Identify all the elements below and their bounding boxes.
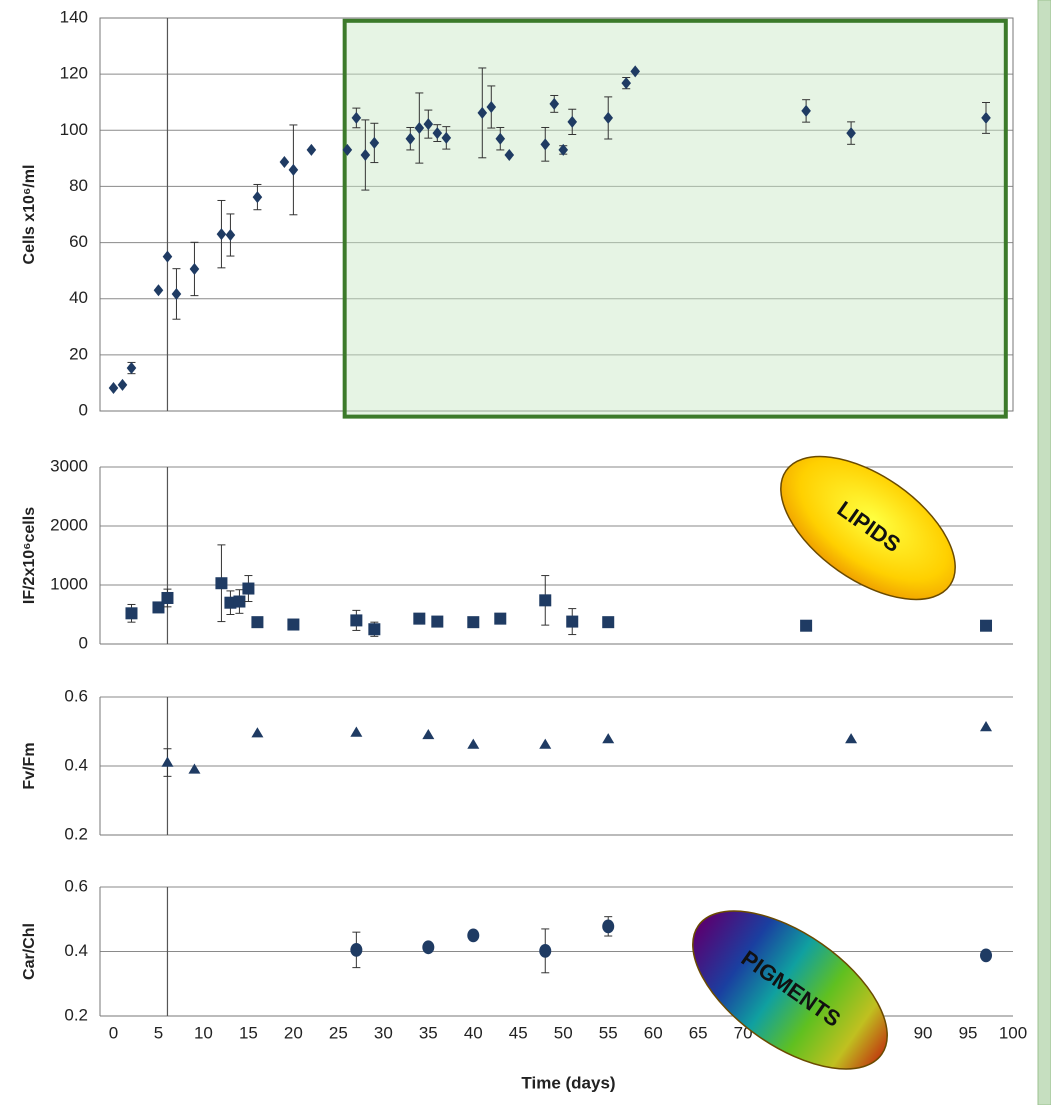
square-marker (494, 613, 506, 625)
square-marker (368, 623, 380, 635)
circle-marker (980, 948, 992, 962)
x-tick-label: 20 (284, 1023, 303, 1042)
triangle-marker (467, 739, 479, 749)
y-tick-label: 60 (69, 232, 88, 251)
square-marker (980, 620, 992, 632)
diamond-marker (226, 229, 236, 241)
x-tick-label: 35 (419, 1023, 438, 1042)
diamond-marker (163, 251, 173, 263)
side-strip (1038, 0, 1051, 1105)
y-tick-label: 3000 (50, 456, 88, 475)
circle-marker (539, 944, 551, 958)
diamond-marker (127, 362, 137, 374)
y-axis-label: Cells x10⁶/ml (21, 165, 38, 265)
square-marker (233, 596, 245, 608)
square-marker (800, 620, 812, 632)
y-axis-label: Fv/Fm (21, 742, 38, 789)
square-marker (413, 613, 425, 625)
diamond-marker (307, 144, 317, 156)
square-marker (215, 577, 227, 589)
y-tick-label: 0.4 (64, 755, 88, 774)
y-tick-label: 20 (69, 344, 88, 363)
diamond-marker (253, 191, 263, 203)
chart: 020406080100120140Cells x10⁶/ml010002000… (0, 0, 1051, 1105)
triangle-marker (422, 729, 434, 739)
x-tick-label: 55 (599, 1023, 618, 1042)
triangle-marker (539, 739, 551, 749)
y-tick-label: 0 (79, 400, 88, 419)
diamond-marker (118, 379, 128, 391)
x-tick-label: 100 (999, 1023, 1027, 1042)
x-tick-label: 40 (464, 1023, 483, 1042)
y-axis-label: Car/Chl (21, 923, 38, 980)
x-tick-label: 15 (239, 1023, 258, 1042)
triangle-marker (161, 757, 173, 767)
x-tick-label: 10 (194, 1023, 213, 1042)
x-tick-label: 30 (374, 1023, 393, 1042)
y-tick-label: 0.2 (64, 1005, 88, 1024)
annotation-badge: LIPIDS (756, 428, 979, 628)
triangle-marker (251, 727, 263, 737)
circle-marker (422, 940, 434, 954)
square-marker (566, 616, 578, 628)
annotation-badge: PIGMENTS (666, 880, 914, 1100)
y-tick-label: 1000 (50, 574, 88, 593)
square-marker (242, 583, 254, 595)
square-marker (431, 616, 443, 628)
square-marker (350, 614, 362, 626)
diamond-marker (109, 382, 119, 394)
circle-marker (467, 928, 479, 942)
y-tick-label: 0.4 (64, 941, 88, 960)
highlight-region (345, 21, 1006, 417)
x-tick-label: 5 (154, 1023, 163, 1042)
x-tick-label: 90 (914, 1023, 933, 1042)
square-marker (125, 607, 137, 619)
triangle-marker (188, 763, 200, 773)
y-tick-label: 0.2 (64, 824, 88, 843)
x-tick-label: 25 (329, 1023, 348, 1042)
square-marker (602, 616, 614, 628)
triangle-marker (845, 733, 857, 743)
x-tick-label: 65 (689, 1023, 708, 1042)
diamond-marker (289, 164, 299, 176)
triangle-marker (980, 721, 992, 731)
x-tick-label: 60 (644, 1023, 663, 1042)
square-marker (467, 616, 479, 628)
x-tick-label: 95 (959, 1023, 978, 1042)
y-tick-label: 140 (60, 7, 88, 26)
circle-marker (602, 919, 614, 933)
y-tick-label: 0 (79, 633, 88, 652)
y-tick-label: 40 (69, 288, 88, 307)
diamond-marker (217, 228, 227, 240)
x-tick-label: 0 (109, 1023, 118, 1042)
diamond-marker (190, 263, 200, 275)
y-tick-label: 2000 (50, 515, 88, 534)
square-marker (251, 616, 263, 628)
y-tick-label: 120 (60, 64, 88, 83)
diamond-marker (280, 156, 290, 168)
y-tick-label: 100 (60, 120, 88, 139)
square-marker (539, 594, 551, 606)
diamond-marker (154, 284, 164, 296)
y-axis-label: IF/2x10⁶cells (21, 507, 38, 604)
y-tick-label: 80 (69, 176, 88, 195)
diamond-marker (172, 288, 182, 300)
y-tick-label: 0.6 (64, 876, 88, 895)
x-tick-label: 45 (509, 1023, 528, 1042)
triangle-marker (602, 733, 614, 743)
square-marker (161, 592, 173, 604)
x-tick-label: 50 (554, 1023, 573, 1042)
square-marker (287, 619, 299, 631)
circle-marker (350, 943, 362, 957)
x-axis-label: Time (days) (521, 1073, 615, 1092)
y-tick-label: 0.6 (64, 686, 88, 705)
triangle-marker (350, 727, 362, 737)
